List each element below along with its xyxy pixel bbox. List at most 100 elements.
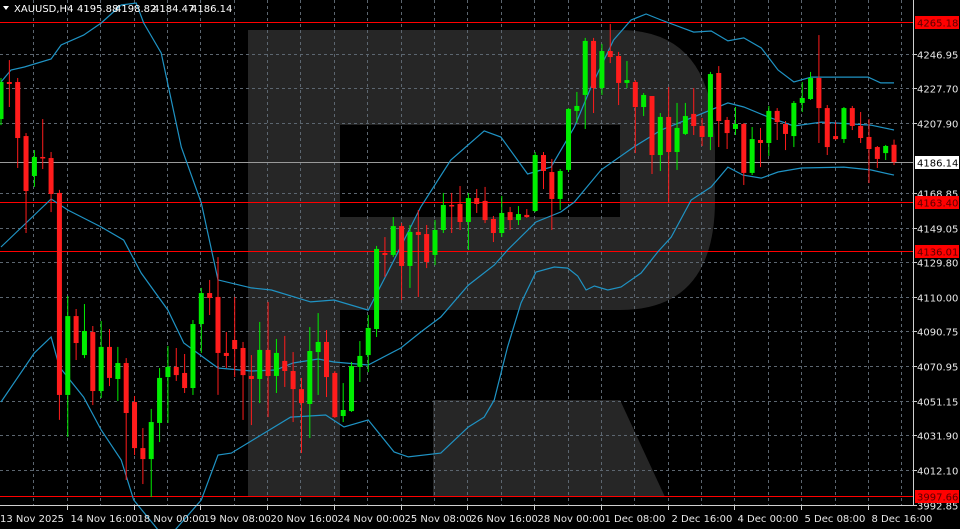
candle-bullish bbox=[841, 107, 847, 143]
candle-body bbox=[582, 40, 588, 95]
y-tick-label: 4227.70 bbox=[917, 85, 958, 96]
candle-body bbox=[282, 360, 288, 372]
candle-bullish bbox=[499, 195, 505, 238]
level-label-box bbox=[915, 196, 959, 209]
candle-bearish bbox=[666, 86, 672, 204]
candle-body bbox=[566, 108, 572, 170]
candle-body bbox=[682, 116, 688, 134]
candle-bearish bbox=[699, 117, 705, 146]
candle-bearish bbox=[323, 330, 329, 398]
candle-body bbox=[607, 51, 613, 58]
candle-body bbox=[357, 355, 363, 367]
candle-body bbox=[40, 156, 46, 159]
candle-bearish bbox=[632, 80, 638, 154]
candle-body bbox=[232, 340, 238, 350]
candle-bullish bbox=[641, 93, 647, 117]
candle-body bbox=[257, 349, 263, 379]
candle-bullish bbox=[749, 127, 755, 176]
candle-body bbox=[6, 82, 12, 84]
candle-body bbox=[591, 40, 597, 89]
candle-body bbox=[474, 198, 480, 204]
candle-body bbox=[349, 366, 355, 412]
triangle-down-icon[interactable] bbox=[3, 6, 9, 10]
candle-bullish bbox=[157, 368, 163, 443]
candle-body bbox=[482, 200, 488, 221]
candle-bullish bbox=[440, 192, 446, 233]
x-tick-label: 19 Nov 08:00 bbox=[204, 514, 271, 525]
candle-body bbox=[432, 229, 438, 255]
candle-body bbox=[81, 330, 87, 356]
candle-body bbox=[883, 145, 889, 154]
candle-body bbox=[190, 324, 196, 389]
candle-bearish bbox=[724, 116, 730, 150]
candle-bullish bbox=[657, 113, 663, 171]
candle-bearish bbox=[449, 192, 455, 233]
candle-body bbox=[298, 389, 304, 404]
candle-bearish bbox=[716, 66, 722, 148]
candle-body bbox=[716, 72, 722, 122]
candle-body bbox=[574, 105, 580, 111]
bollinger-band-upper bbox=[0, 2, 894, 311]
candle-bullish bbox=[365, 315, 371, 373]
candle-bullish bbox=[374, 245, 380, 337]
level-label: 4163.40 bbox=[917, 199, 958, 210]
candle-body bbox=[390, 226, 396, 255]
candle-body bbox=[791, 102, 797, 137]
candle-bullish bbox=[315, 313, 321, 395]
candle-body bbox=[841, 108, 847, 140]
candle-bullish bbox=[883, 144, 889, 160]
y-tick-label: 4129.80 bbox=[917, 259, 958, 270]
candle-body bbox=[799, 97, 805, 103]
x-tick-label: 18 Nov 00:00 bbox=[138, 514, 205, 525]
candle-bullish bbox=[557, 169, 563, 210]
level-label-box bbox=[915, 490, 959, 503]
candle-body bbox=[182, 372, 188, 389]
ohlc-high: 4198.82 bbox=[115, 4, 156, 15]
candle-body bbox=[457, 203, 463, 223]
candle-bearish bbox=[616, 51, 622, 106]
candle-body bbox=[0, 82, 4, 120]
ohlc-close: 4186.14 bbox=[191, 4, 232, 15]
candle-body bbox=[624, 80, 630, 83]
logo-watermark bbox=[248, 30, 715, 497]
candle-body bbox=[757, 139, 763, 143]
candle-body bbox=[524, 214, 530, 218]
candle-bullish bbox=[31, 150, 37, 187]
level-label-box bbox=[915, 245, 959, 258]
axes bbox=[0, 0, 914, 506]
candle-bearish bbox=[240, 341, 246, 420]
candle-body bbox=[248, 375, 254, 379]
candle-body bbox=[132, 402, 138, 449]
y-tick-label: 4012.10 bbox=[917, 467, 958, 478]
candle-bullish bbox=[766, 105, 772, 156]
candle-bullish bbox=[349, 361, 355, 412]
candle-body bbox=[557, 170, 563, 199]
candle-bullish bbox=[65, 296, 71, 437]
y-tick-label: 4051.15 bbox=[917, 398, 958, 409]
candle-body bbox=[657, 116, 663, 156]
candle-bullish bbox=[273, 338, 279, 393]
candle-bearish bbox=[399, 223, 405, 300]
candle-bearish bbox=[783, 121, 789, 151]
candle-bearish bbox=[874, 145, 880, 168]
candle-body bbox=[724, 119, 730, 134]
candle-body bbox=[532, 155, 538, 212]
candle-bullish bbox=[532, 152, 538, 213]
x-tick-label: 4 Dec 00:00 bbox=[738, 514, 799, 525]
y-tick-label: 4149.05 bbox=[917, 225, 958, 236]
candle-bearish bbox=[849, 105, 855, 131]
candle-bearish bbox=[15, 77, 21, 168]
candle-bearish bbox=[298, 377, 304, 454]
candle-body bbox=[407, 231, 413, 266]
candle-bullish bbox=[599, 43, 605, 95]
level-label: 4265.18 bbox=[917, 19, 958, 30]
candle-body bbox=[382, 253, 388, 255]
candle-body bbox=[332, 372, 338, 418]
candle-body bbox=[15, 82, 21, 139]
chart-header: XAUUSD,H4 4195.88 4198.82 4184.47 4186.1… bbox=[3, 4, 232, 15]
candle-bearish bbox=[40, 119, 46, 170]
level-label-box bbox=[915, 16, 959, 29]
